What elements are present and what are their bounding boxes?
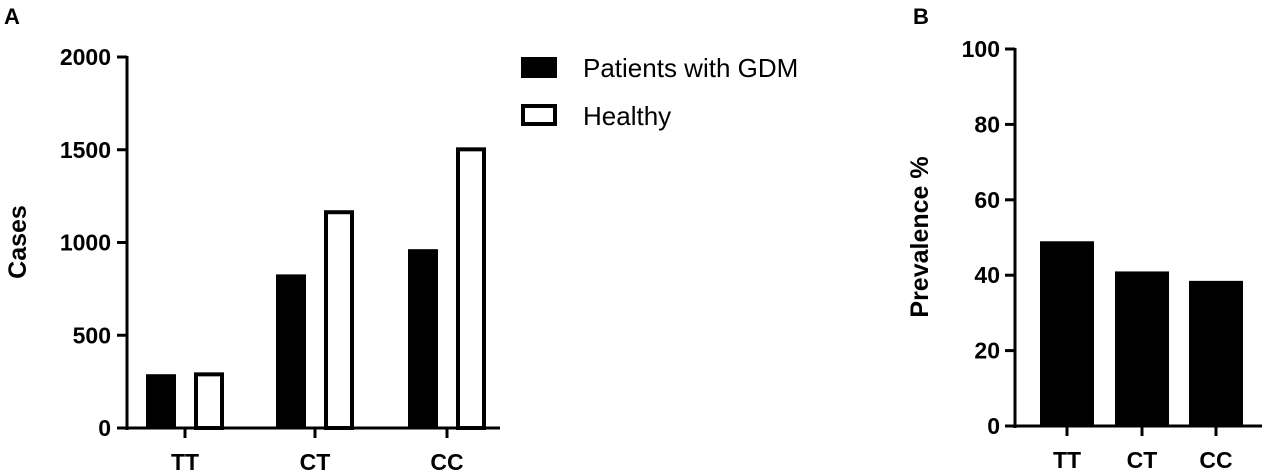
bar-prevalence-tt xyxy=(1040,241,1094,426)
bar-gdm-ct xyxy=(276,274,306,428)
y-axis-title: Prevalence % xyxy=(906,156,934,317)
bar-healthy-tt xyxy=(194,372,224,431)
y-tick-label: 60 xyxy=(974,187,1000,213)
legend: Patients with GDM Healthy xyxy=(521,53,798,131)
x-tick-label: TT xyxy=(171,449,199,474)
y-tick-label: 1500 xyxy=(60,137,111,163)
panel-label-a: A xyxy=(4,4,20,29)
x-tick-label: CT xyxy=(300,449,331,474)
y-tick-label: 80 xyxy=(974,111,1000,137)
chart-panel-a: A 0 500 1000 1500 2000 TT CT CC Cases Patients wit… xyxy=(4,4,798,474)
x-tick-label: CC xyxy=(430,449,463,474)
y-axis-title: Cases xyxy=(4,205,32,279)
bar-healthy-cc xyxy=(456,147,486,430)
y-tick-label: 0 xyxy=(987,413,1000,439)
y-tick-label: 100 xyxy=(962,36,1000,62)
panel-label-b: B xyxy=(913,4,929,29)
bar-gdm-tt xyxy=(146,374,176,428)
y-tick-label: 40 xyxy=(974,262,1000,288)
legend-label-healthy: Healthy xyxy=(583,101,671,131)
legend-swatch-healthy xyxy=(521,104,557,126)
x-tick-label: CT xyxy=(1127,447,1158,473)
y-tick-label: 20 xyxy=(974,338,1000,364)
x-tick-label: CC xyxy=(1199,447,1232,473)
chart-panel-b: B 0 20 40 60 80 100 TT CT CC Prevalence % xyxy=(906,4,1262,473)
bar-prevalence-ct xyxy=(1115,271,1169,426)
bar-healthy-ct xyxy=(324,210,354,430)
x-tick-label: TT xyxy=(1053,447,1081,473)
y-tick-label: 500 xyxy=(73,322,111,348)
bar-prevalence-cc xyxy=(1189,280,1243,426)
legend-swatch-gdm xyxy=(521,57,557,78)
bar-gdm-cc xyxy=(408,249,438,428)
y-tick-label: 1000 xyxy=(60,230,111,256)
y-tick-label: 2000 xyxy=(60,44,111,70)
y-tick-label: 0 xyxy=(98,415,111,441)
legend-label-gdm: Patients with GDM xyxy=(583,53,798,83)
